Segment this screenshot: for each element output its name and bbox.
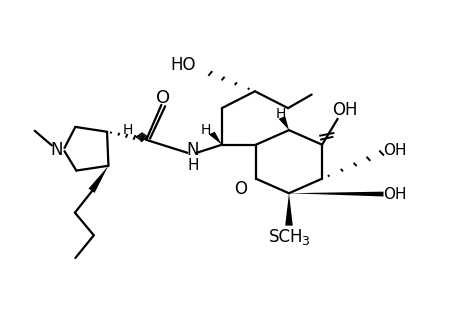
Polygon shape: [89, 166, 109, 193]
Text: H: H: [123, 123, 134, 137]
Polygon shape: [209, 132, 222, 145]
Polygon shape: [279, 116, 289, 130]
Text: OH: OH: [332, 101, 357, 119]
Text: O: O: [156, 89, 170, 107]
Polygon shape: [289, 192, 383, 197]
Text: H: H: [187, 158, 199, 173]
Text: OH: OH: [383, 187, 407, 202]
Polygon shape: [285, 193, 293, 226]
Text: N: N: [50, 140, 63, 159]
Text: H: H: [275, 107, 286, 121]
Text: HO: HO: [170, 57, 195, 74]
Text: OH: OH: [383, 143, 407, 158]
Text: 3: 3: [301, 235, 309, 248]
Text: O: O: [234, 180, 247, 198]
Text: H: H: [200, 123, 210, 137]
Text: N: N: [187, 141, 199, 159]
Text: SCH: SCH: [269, 228, 304, 246]
